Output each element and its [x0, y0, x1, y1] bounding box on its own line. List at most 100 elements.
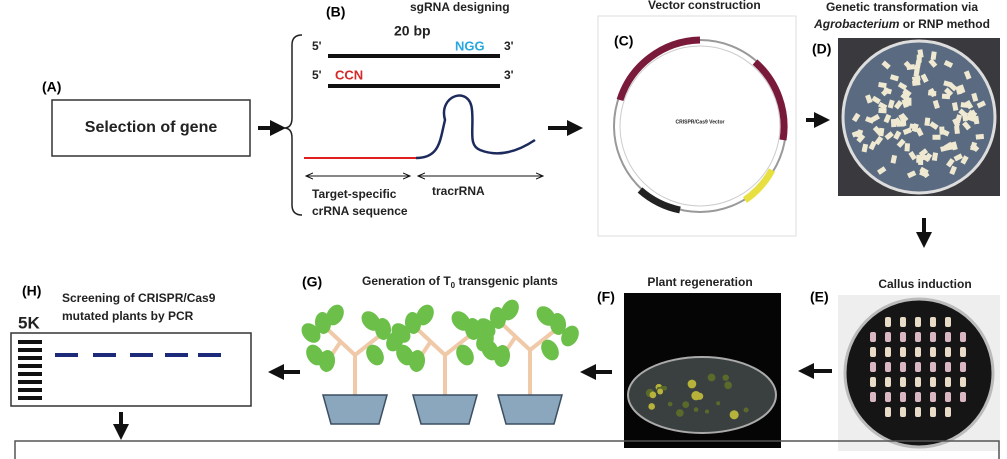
leaf [561, 325, 579, 347]
explant [924, 117, 931, 126]
callus [960, 347, 966, 357]
callus [870, 392, 876, 402]
shoot [743, 407, 749, 413]
explant [928, 58, 938, 68]
explant [906, 170, 917, 179]
plasmid-name: CRISPR/Cas9 Vector [676, 119, 725, 125]
pot [412, 394, 478, 425]
explant [874, 135, 884, 146]
panel-label: (H) [22, 283, 41, 299]
explant [865, 94, 873, 104]
explant [945, 158, 955, 168]
callus [870, 347, 876, 357]
explant [917, 49, 924, 58]
callus [885, 347, 891, 357]
leaf [326, 304, 344, 326]
ladder-band [18, 356, 42, 360]
explant [902, 127, 913, 135]
explant [952, 117, 961, 128]
explants [851, 49, 986, 179]
explant [870, 114, 881, 123]
callus [915, 317, 921, 327]
panel-label: (F) [597, 289, 615, 305]
petri-dish [843, 297, 995, 449]
callus [900, 332, 906, 342]
tracrrna [415, 94, 536, 160]
leaf [476, 318, 496, 338]
title-italic: Agrobacterium [813, 17, 900, 31]
explant [921, 154, 931, 161]
callus [930, 407, 936, 417]
pcr-band [165, 353, 188, 357]
explant [971, 92, 979, 102]
explant [953, 153, 963, 162]
explant [916, 154, 922, 163]
explant [914, 64, 920, 74]
shoot [676, 409, 684, 417]
plasmid-map [597, 15, 797, 237]
explant [960, 155, 969, 165]
explant [871, 95, 881, 105]
callus [900, 362, 906, 372]
end-label: 5' [312, 68, 322, 82]
shoots [645, 373, 749, 420]
explant [949, 165, 957, 175]
explant [975, 133, 985, 140]
explant [876, 166, 887, 175]
explant [967, 109, 978, 118]
shoot [724, 381, 732, 390]
bottom-box [14, 440, 1000, 459]
panel-label: (C) [614, 33, 633, 49]
explant [896, 138, 906, 148]
explant [904, 143, 911, 152]
explant [878, 107, 887, 114]
callus [930, 317, 936, 327]
pcr-band [130, 353, 153, 357]
panel-title: Agrobacterium or RNP method [813, 17, 990, 31]
shoot [687, 379, 697, 389]
ladder-band [18, 380, 42, 384]
explant [881, 60, 891, 70]
shoot [662, 385, 668, 391]
callus [915, 377, 921, 387]
callus [915, 407, 921, 417]
shoot [693, 407, 699, 412]
explant [940, 145, 950, 152]
callus [885, 362, 891, 372]
callus [960, 362, 966, 372]
callus [945, 407, 951, 417]
explant [932, 134, 941, 140]
callus [945, 377, 951, 387]
callus [885, 332, 891, 342]
explant [868, 140, 877, 151]
gene-box-text: Selection of gene [85, 119, 218, 136]
callus [930, 347, 936, 357]
callus [915, 362, 921, 372]
callus [915, 347, 921, 357]
explant [901, 98, 909, 108]
end-label: 3' [504, 39, 514, 53]
callus [900, 317, 906, 327]
callus [930, 377, 936, 387]
panel-title: Vector construction [648, 0, 761, 12]
callus [945, 332, 951, 342]
tracrrna-label: tracrRNA [432, 184, 485, 198]
callus [885, 407, 891, 417]
leaf [306, 344, 324, 366]
shoot [707, 373, 716, 382]
plasmid-feature [742, 168, 776, 203]
brace [283, 34, 303, 216]
callus [960, 377, 966, 387]
gene-box [51, 99, 251, 157]
pcr-band [93, 353, 116, 357]
explant [966, 114, 976, 122]
ladder-band [18, 364, 42, 368]
leaf [456, 344, 474, 366]
explant [941, 93, 951, 100]
title-part: transgenic plants [458, 274, 558, 288]
callus [870, 362, 876, 372]
explant [851, 130, 861, 138]
explant [856, 133, 866, 144]
explant [897, 120, 907, 127]
pot [497, 394, 563, 425]
